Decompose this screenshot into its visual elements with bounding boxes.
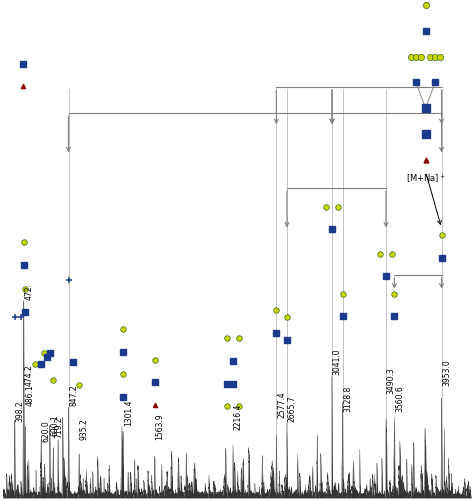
Text: 3560.6: 3560.6: [395, 384, 404, 411]
Text: [M+Na]$^+$: [M+Na]$^+$: [406, 172, 446, 185]
Text: 847.2: 847.2: [69, 384, 78, 405]
Text: 2665.7: 2665.7: [288, 394, 297, 421]
Text: 1301.4: 1301.4: [124, 398, 133, 425]
Text: 3128.8: 3128.8: [343, 385, 352, 411]
Text: 486.1: 486.1: [26, 384, 35, 405]
Text: 719.2: 719.2: [54, 415, 63, 437]
Text: 3041.0: 3041.0: [333, 347, 342, 374]
Text: 472.: 472.: [24, 282, 33, 299]
Text: 398.2: 398.2: [15, 399, 24, 421]
Text: 3490.3: 3490.3: [387, 367, 396, 393]
Text: 1563.9: 1563.9: [155, 412, 164, 439]
Text: 3953.0: 3953.0: [442, 359, 451, 386]
Text: 2577.4: 2577.4: [277, 391, 286, 417]
Text: 620.0: 620.0: [42, 419, 51, 441]
Text: 474.2: 474.2: [25, 364, 34, 386]
Text: 690.1: 690.1: [50, 413, 59, 435]
Text: 2216.4: 2216.4: [234, 403, 243, 429]
Text: 935.2: 935.2: [80, 417, 89, 439]
